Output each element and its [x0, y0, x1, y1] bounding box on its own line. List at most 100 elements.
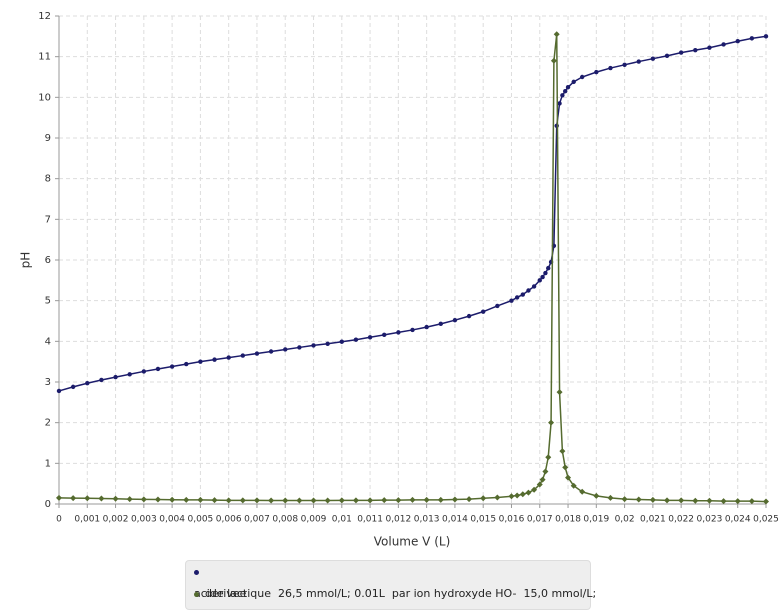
point	[98, 495, 105, 502]
point	[543, 270, 548, 276]
point	[226, 355, 231, 360]
y-tick-label: 1	[45, 458, 51, 469]
point	[678, 497, 685, 504]
point	[367, 497, 374, 504]
point	[536, 481, 543, 488]
point	[438, 321, 443, 327]
point	[423, 496, 430, 503]
x-tick-label: 0,012	[385, 515, 411, 525]
x-tick-label: 0,02	[615, 515, 635, 525]
point	[466, 313, 472, 319]
y-tick-label: 5	[45, 296, 51, 307]
point	[621, 496, 628, 503]
x-tick-label: 0,016	[499, 515, 525, 525]
point	[562, 464, 569, 471]
legend-marker	[194, 591, 199, 597]
point	[339, 339, 344, 344]
point	[480, 495, 487, 502]
point	[749, 36, 755, 41]
legend-marker	[194, 569, 199, 575]
x-tick-label: 0,015	[470, 515, 496, 525]
x-tick-label: 0,011	[357, 515, 383, 525]
point	[112, 495, 119, 502]
point	[763, 498, 769, 505]
point	[553, 31, 560, 38]
point	[707, 45, 712, 50]
point	[452, 317, 458, 323]
point	[127, 372, 132, 377]
x-tick-label: 0,004	[159, 515, 185, 525]
x-tick-label: 0,005	[188, 515, 214, 525]
point	[113, 374, 118, 380]
point	[481, 309, 486, 314]
point	[382, 332, 387, 338]
point	[239, 497, 246, 504]
point	[537, 278, 542, 283]
point	[367, 335, 373, 340]
point	[542, 468, 549, 475]
point	[664, 53, 670, 59]
x-tick-label: 0,01	[332, 515, 352, 525]
x-tick-label: 0,009	[301, 515, 327, 525]
x-tick-label: 0,023	[697, 515, 723, 525]
point	[692, 497, 699, 504]
point	[381, 497, 388, 504]
point	[525, 489, 532, 496]
point	[169, 364, 175, 369]
point	[324, 497, 331, 504]
point	[338, 497, 345, 504]
point	[99, 377, 104, 383]
point	[520, 292, 525, 297]
point	[183, 496, 190, 503]
point	[579, 488, 586, 495]
point	[748, 498, 755, 505]
legend: acide lactique 26,5 mmol/L; 0.01L par io…	[185, 560, 596, 610]
x-tick-label: 0,006	[216, 515, 242, 525]
y-tick-label: 7	[45, 214, 51, 225]
x-tick-label: 0,024	[725, 515, 751, 525]
point	[557, 101, 562, 106]
point	[636, 59, 641, 64]
point	[466, 496, 473, 503]
point	[548, 419, 555, 426]
point	[556, 389, 563, 396]
point	[560, 93, 565, 98]
legend-label: derivee	[205, 587, 247, 600]
point	[531, 284, 537, 289]
point	[70, 495, 77, 502]
point	[437, 496, 444, 503]
point	[622, 62, 627, 67]
point	[352, 497, 359, 504]
point	[85, 381, 90, 386]
y-tick-label: 0	[45, 499, 51, 510]
point	[608, 65, 613, 71]
point	[579, 74, 585, 80]
point	[526, 288, 531, 293]
point	[410, 327, 415, 333]
x-tick-label: 0,022	[668, 515, 694, 525]
point	[649, 496, 656, 503]
point	[706, 497, 713, 504]
x-tick-label: 0,018	[555, 515, 581, 525]
y-tick-label: 12	[38, 11, 51, 22]
point	[494, 494, 501, 501]
point	[282, 497, 289, 504]
point	[519, 491, 526, 498]
x-tick-label: 0,021	[640, 515, 666, 525]
point	[268, 349, 274, 354]
point	[540, 274, 545, 280]
point	[296, 497, 303, 504]
point	[325, 341, 330, 346]
y-tick-label: 6	[45, 255, 51, 266]
point	[311, 343, 316, 348]
x-tick-label: 0,014	[442, 515, 468, 525]
point	[545, 454, 552, 461]
point	[84, 495, 91, 502]
point	[570, 482, 577, 489]
y-tick-label: 8	[45, 174, 51, 185]
x-tick-label: 0,002	[103, 515, 129, 525]
point	[353, 337, 359, 342]
point	[721, 42, 726, 47]
point	[720, 498, 727, 505]
